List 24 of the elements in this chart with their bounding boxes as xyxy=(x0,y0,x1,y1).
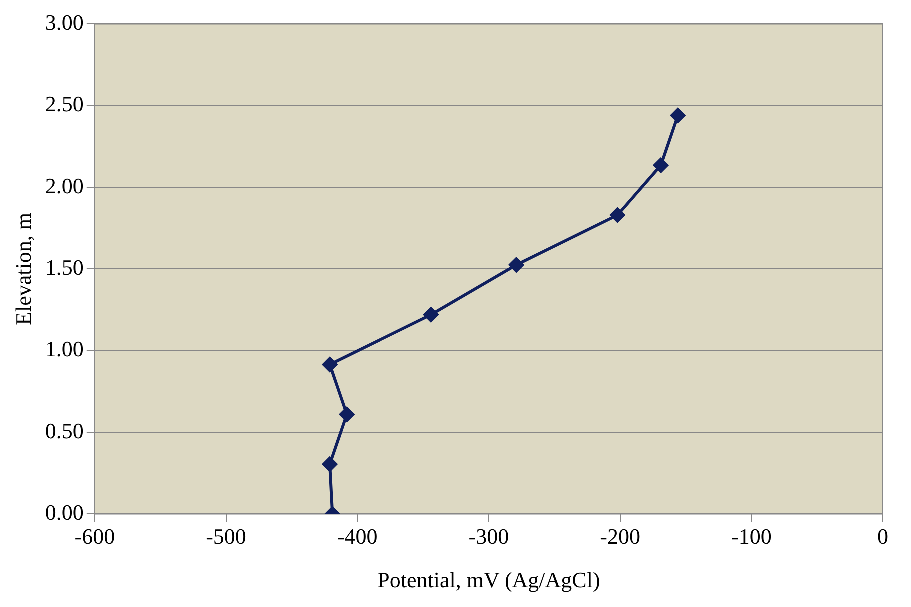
point xyxy=(610,208,626,223)
x-tick-label: -200 xyxy=(600,524,640,550)
x-tick-label: -300 xyxy=(468,524,510,550)
point xyxy=(322,456,338,472)
x-tick-label: -600 xyxy=(74,524,116,550)
point xyxy=(340,407,355,422)
x-axis-title: Potential, mV (Ag/AgCl) xyxy=(378,568,600,593)
x-tick-label: -400 xyxy=(337,524,378,550)
point xyxy=(322,357,338,372)
y-tick-label: 2.00 xyxy=(45,173,84,198)
point xyxy=(654,158,669,173)
point xyxy=(670,108,686,124)
y-tick-label: 1.00 xyxy=(45,336,84,362)
y-tick-label: 0.00 xyxy=(45,500,84,525)
y-axis-title: Elevation, m xyxy=(10,212,36,326)
y-tick-label: 1.50 xyxy=(45,254,84,280)
y-tick-label: 2.50 xyxy=(45,92,84,117)
y-tick-label: 0.50 xyxy=(45,418,84,444)
point xyxy=(424,307,439,322)
x-tick-label: 0 xyxy=(878,524,888,550)
x-tick-label: -500 xyxy=(206,524,246,550)
y-tick-label: 3.00 xyxy=(45,10,84,35)
point xyxy=(509,258,524,273)
x-tick-label: -100 xyxy=(731,524,772,550)
